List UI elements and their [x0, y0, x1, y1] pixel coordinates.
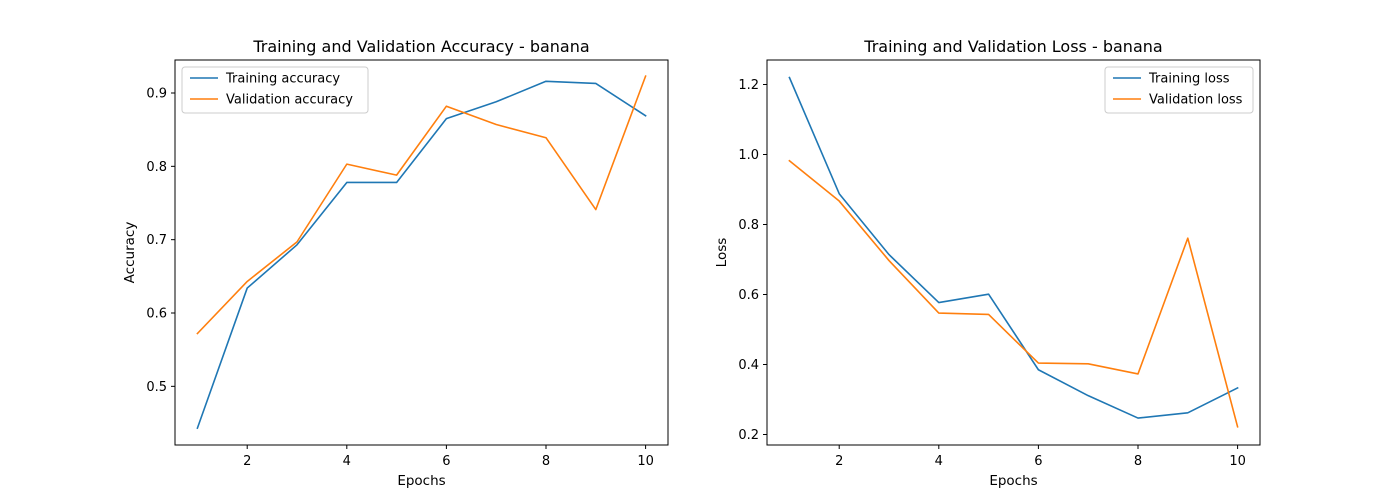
chart-2-y-tick-label: 1.2 — [738, 78, 759, 93]
chart-1-legend: Training accuracy Validation accuracy — [181, 66, 369, 114]
chart-2-y-tick-label: 0.6 — [738, 288, 759, 303]
chart-1-x-axis-label: Epochs — [397, 473, 445, 489]
chart-1-y-tick-label: 0.9 — [146, 87, 167, 102]
chart-1-y-tick-label: 0.8 — [146, 160, 167, 175]
chart-1-plot-frame — [174, 59, 669, 446]
chart-1-legend-label-2: Validation accuracy — [226, 93, 353, 108]
chart-2: 2 4 6 8 10 0.2 0.4 0.6 0.8 1.0 1.2 Training and Val… — [714, 37, 1261, 489]
chart-2-series-line-1 — [788, 76, 1239, 419]
chart-2-y-tick-label: 0.2 — [738, 428, 759, 443]
chart-1-series-line-2 — [196, 75, 647, 335]
chart-2-legend-label-2: Validation loss — [1149, 93, 1243, 108]
chart-1-x-tick-label: 10 — [637, 454, 654, 469]
chart-1-series-line-1 — [196, 80, 647, 430]
chart-2-y-axis-label: Loss — [714, 238, 730, 268]
chart-2-x-tick-label: 4 — [935, 454, 943, 469]
chart-2-title: Training and Validation Loss - banana — [863, 37, 1162, 56]
chart-2-y-tick-label: 1.0 — [738, 148, 759, 163]
chart-2-legend-label-1: Training loss — [1148, 72, 1230, 87]
chart-2-y-tick-label: 0.4 — [738, 358, 759, 373]
chart-2-legend: Training loss Validation loss — [1104, 66, 1254, 114]
chart-1-x-tick-label: 2 — [243, 454, 251, 469]
chart-2-series-line-2 — [788, 159, 1239, 428]
chart-2-legend-box — [1104, 66, 1254, 114]
chart-1-y-tick-label: 0.6 — [146, 307, 167, 322]
chart-2-x-axis-label: Epochs — [989, 473, 1037, 489]
chart-1-x-tick-label: 8 — [542, 454, 550, 469]
chart-1-legend-label-1: Training accuracy — [225, 72, 340, 87]
chart-1-y-tick-label: 0.5 — [146, 380, 167, 395]
chart-1-y-axis-label: Accuracy — [122, 222, 138, 284]
chart-1-title: Training and Validation Accuracy - banan… — [252, 37, 589, 56]
chart-1-legend-box — [181, 66, 369, 114]
chart-1-y-tick-label: 0.7 — [146, 233, 167, 248]
chart-2-x-tick-label: 2 — [835, 454, 843, 469]
chart-2-y-tick-label: 0.8 — [738, 218, 759, 233]
chart-1-x-tick-label: 4 — [343, 454, 351, 469]
chart-2-x-tick-label: 8 — [1134, 454, 1142, 469]
chart-1-x-tick-label: 6 — [442, 454, 450, 469]
chart-2-plot-frame — [766, 59, 1261, 446]
chart-1: 2 4 6 8 10 0.5 0.6 0.7 0.8 0.9 Training and Valida… — [122, 37, 669, 489]
chart-2-x-tick-label: 10 — [1229, 454, 1246, 469]
chart-2-x-tick-label: 6 — [1034, 454, 1042, 469]
